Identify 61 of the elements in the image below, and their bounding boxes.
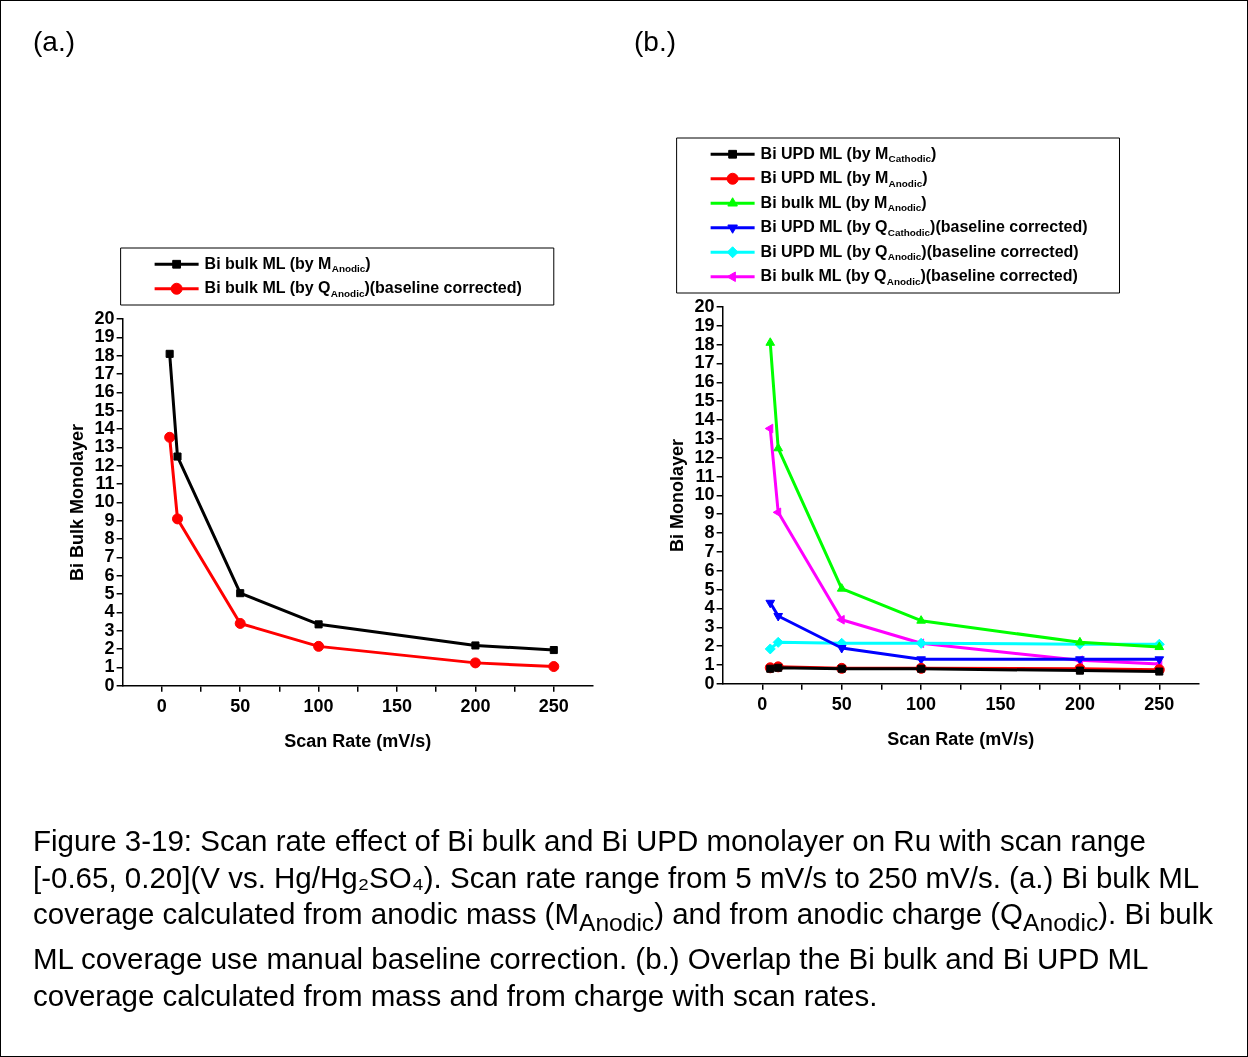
y-tick-label: 5: [104, 583, 115, 604]
y-tick-label: 16: [94, 381, 115, 402]
x-tick-label: 100: [303, 695, 334, 716]
y-tick-label: 0: [104, 674, 115, 695]
y-tick-label: 13: [94, 436, 115, 457]
x-tick-label: 50: [831, 693, 852, 714]
y-tick-label: 4: [104, 601, 115, 622]
y-tick-label: 14: [694, 409, 715, 430]
x-tick-label: 200: [1064, 693, 1095, 714]
y-tick-label: 8: [704, 522, 715, 543]
y-axis-title: Bi Monolayer: [666, 438, 687, 552]
y-tick-label: 20: [94, 307, 115, 328]
x-tick-label: 0: [757, 693, 768, 714]
y-tick-label: 4: [704, 597, 715, 618]
y-tick-label: 18: [94, 344, 115, 365]
y-tick-label: 6: [704, 559, 715, 580]
y-tick-label: 10: [694, 484, 715, 505]
y-tick-label: 7: [704, 540, 715, 561]
y-tick-label: 1: [104, 656, 115, 677]
y-tick-label: 10: [94, 491, 115, 512]
chart-title: (b.): [634, 26, 676, 57]
y-tick-label: 16: [694, 371, 715, 392]
y-tick-label: 3: [704, 616, 715, 637]
y-tick-label: 17: [94, 362, 115, 383]
x-tick-label: 150: [985, 693, 1016, 714]
y-tick-label: 2: [104, 638, 115, 659]
y-tick-label: 11: [695, 465, 715, 486]
x-tick-label: 100: [906, 693, 937, 714]
y-tick-label: 5: [704, 578, 715, 599]
y-tick-label: 9: [704, 503, 715, 524]
x-axis-title: Scan Rate (mV/s): [887, 729, 1035, 750]
x-tick-label: 250: [1144, 693, 1175, 714]
y-tick-label: 15: [94, 399, 115, 420]
chart-title: (a.): [33, 26, 75, 57]
y-tick-label: 14: [94, 418, 115, 439]
y-tick-label: 12: [94, 454, 115, 475]
text: Figure 3-19: Scan rate effect of Bi bulk and Bi UPD monolayer on Ru with scan range [-0.65, 0.20](V vs. Hg/Hg₂SO₄). Scan rate range from 5 mV/s to 250 mV/s. (a.) Bi bulk ML coverage calculated from anodic mass (M$_{Anodic}$) and from anodic charge (Q$_{Anodic}$). Bi bulk ML coverage use manual baseline correction. (b.) Overlap the Bi bulk and Bi UPD ML coverage calculated from mass and from charge with scan rates.: [33, 824, 1213, 1012]
y-tick-label: 7: [104, 546, 115, 567]
x-tick-label: 250: [538, 695, 569, 716]
x-tick-label: 150: [381, 695, 413, 716]
y-tick-label: 1: [704, 653, 715, 674]
x-tick-label: 50: [230, 695, 251, 716]
y-tick-label: 3: [104, 619, 115, 640]
y-tick-label: 18: [694, 333, 715, 354]
y-tick-label: 6: [104, 564, 115, 585]
x-axis-title: Scan Rate (mV/s): [284, 731, 432, 752]
x-tick-label: 200: [460, 695, 491, 716]
y-tick-label: 11: [95, 473, 115, 494]
y-tick-label: 19: [94, 326, 115, 347]
y-tick-label: 12: [694, 446, 715, 467]
y-tick-label: 20: [694, 295, 715, 316]
y-tick-label: 8: [104, 528, 115, 549]
y-tick-label: 2: [704, 635, 715, 656]
y-tick-label: 13: [694, 427, 715, 448]
y-tick-label: 9: [104, 509, 115, 530]
y-tick-label: 0: [704, 672, 715, 693]
y-tick-label: 15: [694, 390, 715, 411]
x-tick-label: 0: [156, 695, 167, 716]
y-axis-title: Bi Bulk Monolayer: [66, 423, 87, 581]
y-tick-label: 19: [694, 314, 715, 335]
y-tick-label: 17: [694, 352, 715, 373]
